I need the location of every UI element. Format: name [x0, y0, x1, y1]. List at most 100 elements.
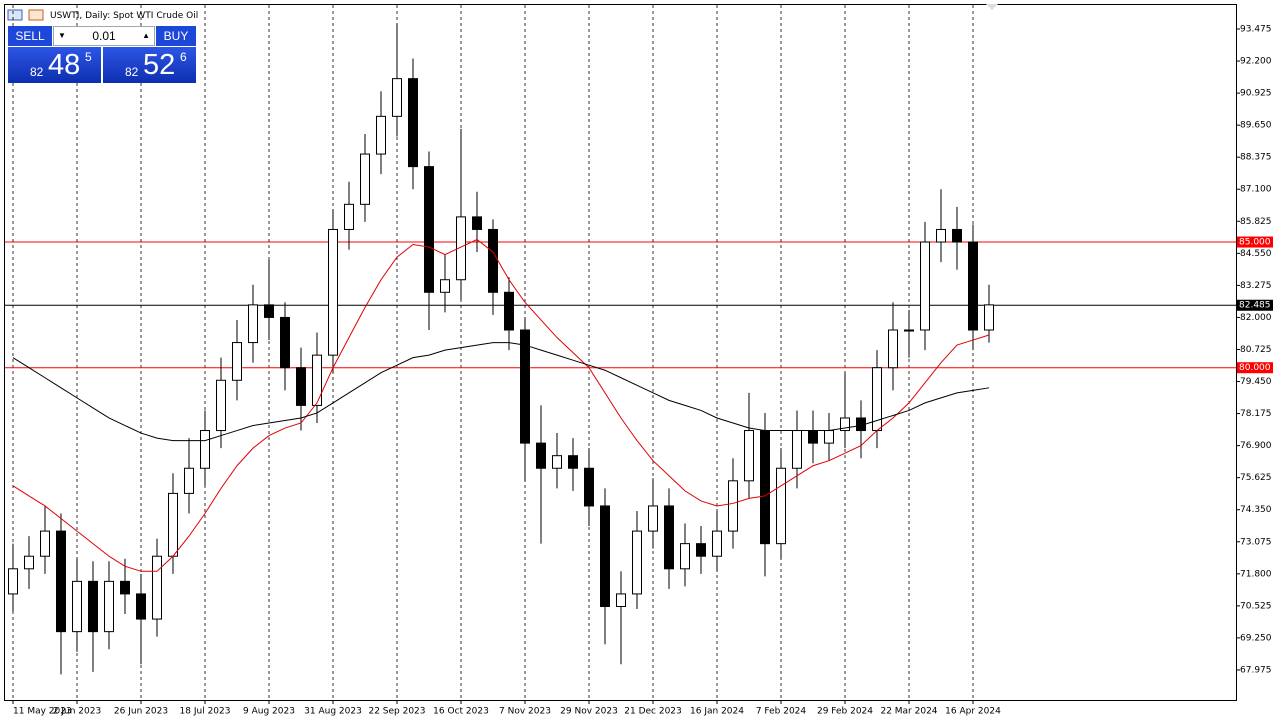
- candle-body: [216, 379, 226, 432]
- shift-marker: [986, 4, 998, 10]
- candle-body: [744, 430, 754, 482]
- x-tick-label: 22 Sep 2023: [368, 707, 425, 717]
- candle-body: [552, 455, 562, 469]
- candle-body: [504, 291, 514, 331]
- y-tick-label: 83.275: [1240, 281, 1272, 291]
- candle-body: [392, 78, 402, 117]
- candle-body: [312, 354, 322, 406]
- candle-body: [616, 593, 626, 607]
- level-label-box: [1237, 299, 1273, 311]
- candle-body: [264, 304, 274, 318]
- x-tick-label: 16 Jan 2024: [690, 707, 744, 717]
- candle-body: [824, 430, 834, 444]
- candle-body: [360, 153, 370, 205]
- y-tick-label: 88.375: [1240, 153, 1272, 163]
- volume-box[interactable]: ▼ 0.01 ▲: [53, 26, 155, 46]
- x-tick-label: 16 Apr 2024: [945, 707, 1001, 717]
- candle-body: [936, 228, 946, 243]
- sell-button[interactable]: SELL: [8, 26, 52, 46]
- candle-body: [136, 593, 146, 620]
- candle-body: [248, 304, 258, 344]
- level-label-box: [1237, 236, 1273, 248]
- chart-title: USWTI, Daily: Spot WTI Crude Oil: [50, 11, 198, 21]
- x-tick-label: 31 Aug 2023: [304, 707, 362, 717]
- candle-body: [920, 241, 930, 331]
- candle-body: [280, 316, 290, 369]
- candle-body: [104, 580, 114, 633]
- y-tick-label: 85.825: [1240, 217, 1272, 227]
- x-tick-label: 18 Jul 2023: [180, 707, 231, 717]
- candle-body: [56, 530, 66, 633]
- candle-body: [472, 216, 482, 230]
- candle-body: [408, 78, 418, 168]
- x-tick-label: 16 Oct 2023: [433, 707, 489, 717]
- x-tick-label: 7 Nov 2023: [499, 707, 551, 717]
- level-label-box: [1237, 362, 1273, 374]
- ask-main: 52: [143, 49, 176, 81]
- y-tick-label: 87.100: [1240, 185, 1272, 195]
- y-tick-label: 76.900: [1240, 441, 1272, 451]
- candle-body: [760, 430, 770, 545]
- y-tick-label: 73.075: [1240, 537, 1272, 547]
- candle-body: [952, 228, 962, 243]
- y-tick-label: 89.650: [1240, 121, 1272, 131]
- moving-average: [12, 238, 990, 572]
- bid-big: 82: [30, 65, 44, 79]
- candle-body: [728, 480, 738, 532]
- y-tick-label: 67.975: [1240, 665, 1272, 675]
- x-tick-label: 29 Feb 2024: [817, 707, 873, 717]
- ask-big: 82: [125, 65, 139, 79]
- y-tick-label: 69.250: [1240, 633, 1272, 643]
- down-arrow[interactable]: ▼: [58, 31, 66, 40]
- candle-body: [584, 467, 594, 507]
- ask-small: 6: [180, 50, 187, 64]
- candle-body: [296, 367, 306, 406]
- moving-average: [12, 342, 990, 442]
- candle-body: [888, 329, 898, 369]
- up-arrow[interactable]: ▲: [142, 31, 150, 40]
- candle-body: [424, 166, 434, 293]
- candle-body: [456, 216, 466, 281]
- bid-main: 48: [48, 49, 81, 81]
- y-tick-label: 70.525: [1240, 601, 1272, 611]
- candle-body: [168, 492, 178, 557]
- x-tick-label: 29 Nov 2023: [560, 707, 618, 717]
- x-tick-label: 21 Dec 2023: [624, 707, 682, 717]
- candle-body: [88, 580, 98, 633]
- candle-body: [968, 241, 978, 331]
- y-tick-label: 75.625: [1240, 473, 1272, 483]
- candle-body: [328, 228, 338, 356]
- level-label: 82.485: [1239, 301, 1271, 311]
- candle-body: [440, 279, 450, 293]
- y-tick-label: 71.800: [1240, 569, 1272, 579]
- ask-price[interactable]: 82 52 6: [103, 47, 196, 83]
- x-tick-label: 9 Aug 2023: [243, 707, 295, 717]
- y-tick-label: 74.350: [1240, 505, 1272, 515]
- candle-body: [232, 342, 242, 381]
- buy-button[interactable]: BUY: [156, 26, 196, 46]
- candle-body: [376, 115, 386, 155]
- candle-body: [520, 329, 530, 444]
- candle-body: [40, 530, 50, 557]
- x-tick-label: 22 Mar 2024: [880, 707, 937, 717]
- bid-price[interactable]: 82 48 5: [8, 47, 101, 83]
- x-tick-label: 7 Feb 2024: [756, 707, 807, 717]
- volume[interactable]: 0.01: [92, 29, 116, 43]
- candle-body: [8, 568, 18, 595]
- trade-panel: SELL ▼ 0.01 ▲ BUY 82 48 5 82 52 6: [8, 26, 196, 83]
- y-tick-label: 84.550: [1240, 249, 1272, 259]
- candle-body: [536, 442, 546, 469]
- candle-body: [792, 430, 802, 469]
- bid-small: 5: [85, 50, 92, 64]
- candle-body: [680, 543, 690, 570]
- candle-body: [600, 505, 610, 607]
- candle-body: [120, 580, 130, 595]
- candle-body: [840, 417, 850, 432]
- candle-body: [712, 530, 722, 557]
- candle-body: [72, 580, 82, 633]
- x-tick-label: 26 Jun 2023: [114, 707, 168, 717]
- y-tick-label: 92.200: [1240, 57, 1272, 67]
- candle-body: [696, 543, 706, 557]
